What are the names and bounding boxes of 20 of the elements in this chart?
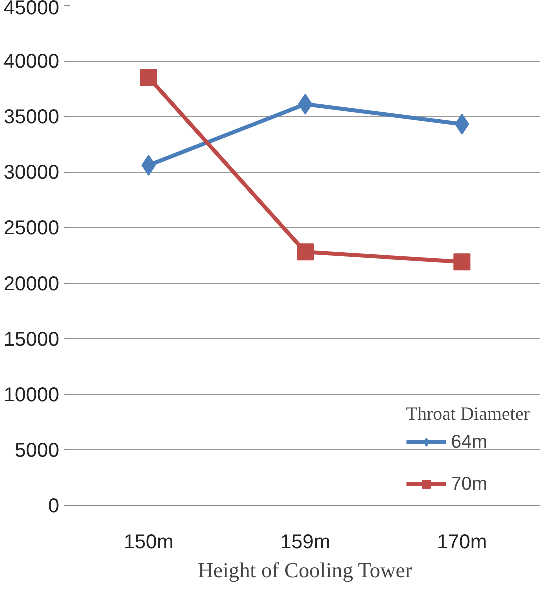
x-axis-title: Height of Cooling Tower: [198, 558, 412, 582]
x-tick-label: 150m: [124, 532, 174, 554]
x-tick-label: 170m: [437, 532, 488, 554]
legend-title: Throat Diameter: [406, 404, 530, 426]
y-tick-label: 10000: [4, 384, 60, 406]
y-tick-label: 25000: [4, 218, 60, 240]
y-tick-label: 45000: [4, 0, 60, 20]
legend-label: 70m: [451, 473, 488, 495]
point: [297, 244, 314, 261]
point: [454, 254, 471, 271]
y-tick-label: 0: [48, 496, 60, 518]
point: [140, 69, 158, 86]
y-tick-label: 20000: [4, 273, 60, 296]
y-tick-label: 5000: [15, 440, 60, 462]
x-tick-label: 159m: [280, 532, 331, 554]
y-tick-label: 35000: [4, 106, 60, 129]
y-tick-label: 30000: [4, 162, 60, 184]
y-tick-label: 15000: [4, 328, 60, 351]
legend-label: 64m: [451, 431, 488, 453]
y-tick-label: 40000: [4, 51, 60, 74]
